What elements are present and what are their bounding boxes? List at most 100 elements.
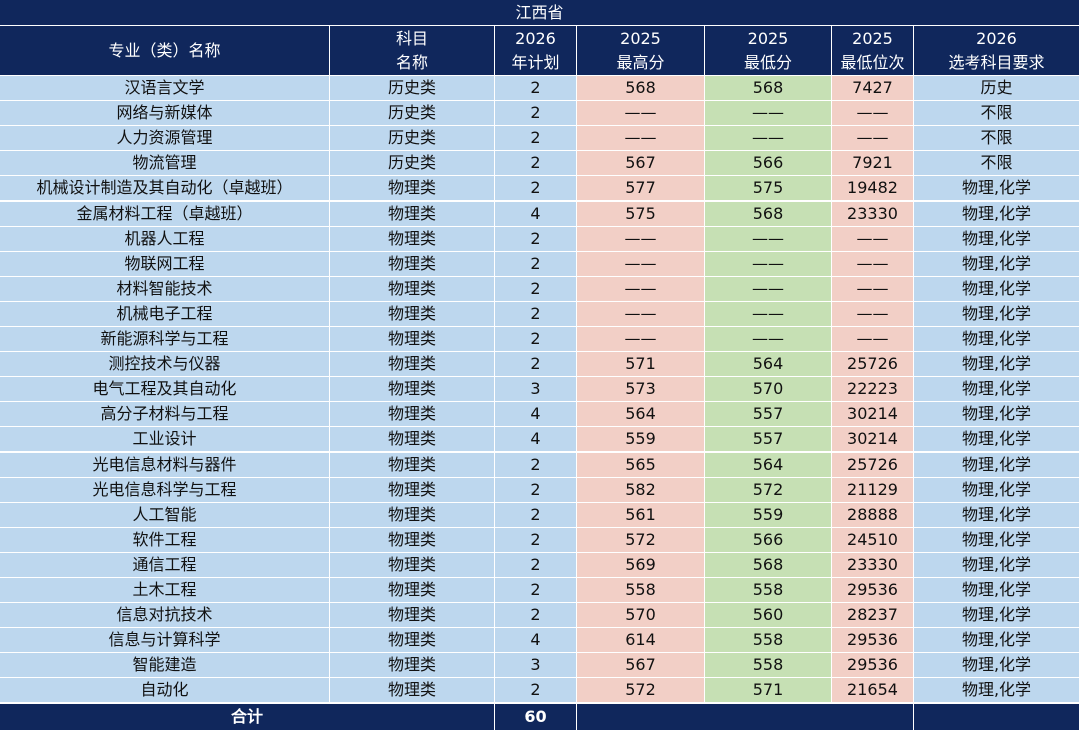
table-cell: 23330 (832, 201, 914, 227)
table-cell: 558 (705, 628, 832, 654)
table-cell: 28237 (832, 603, 914, 629)
table-cell: 物理,化学 (914, 552, 1080, 578)
cell-text: 577 (625, 178, 656, 198)
cell-text: 564 (625, 404, 656, 424)
cell-text: 历史类 (387, 103, 436, 123)
cell-text: 570 (625, 605, 656, 625)
cell-text: 21654 (847, 680, 898, 700)
cell-text: 2 (530, 178, 541, 198)
cell-text: —— (856, 103, 889, 123)
cell-text: 568 (752, 78, 784, 98)
table-cell: —— (705, 226, 832, 252)
table-cell: 29536 (832, 628, 914, 654)
table-cell: 25726 (832, 452, 914, 478)
cell-text: 29536 (847, 655, 898, 675)
table-cell: 2 (495, 176, 577, 202)
table-cell: 23330 (832, 552, 914, 578)
table-cell: 566 (705, 527, 832, 553)
table-cell: 物理类 (330, 628, 495, 654)
cell-text: 物理,化学 (961, 554, 1032, 574)
table-cell: 559 (705, 502, 832, 528)
footer-label: 合计 (0, 703, 495, 731)
cell-text: 物理,化学 (961, 680, 1032, 700)
cell-text: 机械电子工程 (116, 303, 213, 323)
table-cell: 2 (495, 276, 577, 302)
cell-text: 572 (752, 479, 784, 499)
cell-text: 物流管理 (132, 153, 197, 173)
table-cell: —— (577, 327, 705, 353)
cell-text: 物理,化学 (961, 504, 1032, 524)
cell-text: 物理类 (387, 554, 436, 574)
table-cell: 物理类 (330, 176, 495, 202)
cell-text: 566 (752, 529, 784, 549)
cell-text: —— (856, 228, 889, 248)
cell-text: 29536 (847, 580, 898, 600)
cell-text: 2025 (852, 28, 893, 48)
header-cell: 科目 名称 (330, 26, 495, 76)
table-cell: 565 (577, 452, 705, 478)
cell-text: 最低位次 (840, 52, 905, 72)
cell-text: 2 (530, 554, 541, 574)
cell-text: 物理类 (387, 479, 436, 499)
table-cell: 历史类 (330, 151, 495, 177)
cell-text: 机器人工程 (124, 228, 205, 248)
cell-text: 568 (752, 554, 784, 574)
table-cell: 物理,化学 (914, 402, 1080, 428)
cell-text: 物理类 (387, 504, 436, 524)
cell-text: 物理,化学 (961, 354, 1032, 374)
table-cell: 7921 (832, 151, 914, 177)
cell-text: 575 (752, 178, 784, 198)
table-cell: 30214 (832, 427, 914, 453)
cell-text: 582 (625, 479, 656, 499)
table-cell: 物理类 (330, 427, 495, 453)
table-cell: 物理,化学 (914, 276, 1080, 302)
cell-text: 自动化 (140, 680, 189, 700)
cell-text: 567 (625, 655, 656, 675)
table-cell: 564 (705, 352, 832, 378)
table-cell: —— (577, 251, 705, 277)
cell-text: 电气工程及其自动化 (92, 379, 237, 399)
cell-text: 2026 (976, 28, 1017, 48)
table-cell: 2 (495, 126, 577, 152)
table-cell: 机器人工程 (0, 226, 330, 252)
cell-text: —— (752, 329, 784, 349)
cell-text: 567 (625, 153, 656, 173)
table-cell: 物理,化学 (914, 477, 1080, 503)
table-cell: 物流管理 (0, 151, 330, 177)
cell-text: 新能源科学与工程 (100, 329, 229, 349)
table-cell: —— (705, 251, 832, 277)
table-cell: —— (832, 126, 914, 152)
table-cell: 网络与新媒体 (0, 101, 330, 127)
cell-text: 3 (530, 379, 541, 399)
table-cell: 物理,化学 (914, 527, 1080, 553)
cell-text: —— (752, 253, 784, 273)
table-cell: 物理类 (330, 301, 495, 327)
table-cell: 物理类 (330, 226, 495, 252)
cell-text: 人工智能 (132, 504, 197, 524)
table-cell: 物理,化学 (914, 377, 1080, 403)
cell-text: 物理类 (387, 404, 436, 424)
table-cell: —— (832, 301, 914, 327)
table-cell: 物理类 (330, 276, 495, 302)
cell-text: 4 (530, 203, 541, 223)
table-cell: 2 (495, 477, 577, 503)
table-cell: 575 (577, 201, 705, 227)
header-cell: 2025 最高分 (577, 26, 705, 76)
cell-text: 23330 (847, 203, 898, 223)
table-cell: 2 (495, 527, 577, 553)
cell-text: 土木工程 (132, 580, 197, 600)
cell-text: 30214 (847, 404, 898, 424)
cell-text: 物理,化学 (961, 278, 1032, 298)
table-cell: 564 (705, 452, 832, 478)
table-cell: 物理类 (330, 377, 495, 403)
table-cell: 2 (495, 327, 577, 353)
cell-text: 2 (530, 253, 541, 273)
table-cell: 人工智能 (0, 502, 330, 528)
table-cell: 573 (577, 377, 705, 403)
cell-text: 智能建造 (132, 655, 197, 675)
cell-text: 专业（类）名称 (108, 40, 221, 60)
cell-text: 559 (752, 504, 784, 524)
cell-text: 物联网工程 (124, 253, 205, 273)
cell-text: 30214 (847, 429, 898, 449)
cell-text: 物理类 (387, 680, 436, 700)
